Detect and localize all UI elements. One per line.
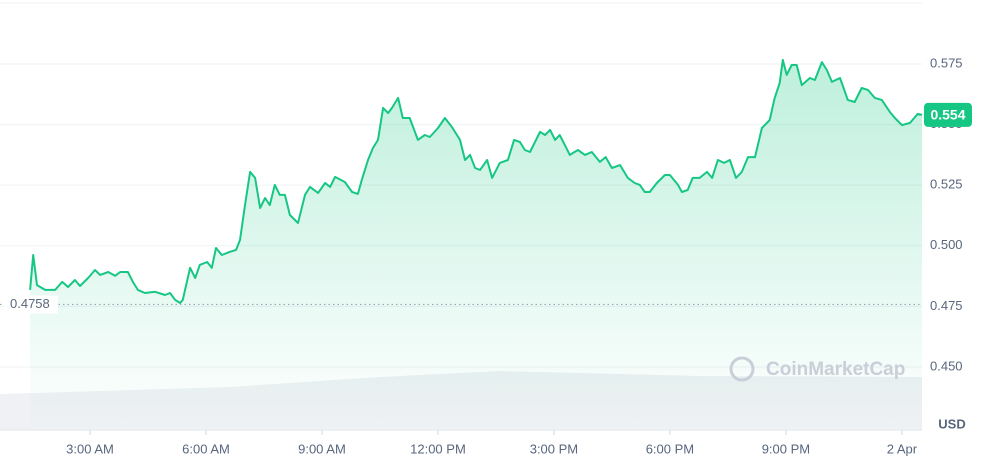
watermark-logo — [729, 356, 755, 382]
price-line — [29, 58, 923, 304]
area-fill — [30, 59, 923, 431]
x-tick-label: 3:00 AM — [66, 441, 114, 456]
baseline-label: 0.4758 — [10, 296, 50, 311]
y-tick-label: 0.525 — [930, 177, 963, 192]
x-tick-label: 9:00 PM — [762, 441, 810, 456]
y-tick-label: 0.575 — [930, 55, 963, 70]
x-tick-label: 6:00 PM — [646, 441, 694, 456]
y-tick-label: 0.500 — [930, 237, 963, 252]
x-tick-label: 3:00 PM — [530, 441, 578, 456]
y-tick-label: 0.450 — [930, 358, 963, 373]
x-tick-label: 6:00 AM — [182, 441, 230, 456]
x-tick-label: 2 Apr — [887, 441, 918, 456]
current-price-badge — [924, 102, 972, 127]
x-tick-label: 9:00 AM — [298, 441, 346, 456]
y-tick-label: 0.475 — [930, 298, 963, 313]
watermark: CoinMarketCap — [766, 359, 905, 380]
baseline-label-bg — [4, 295, 58, 314]
x-tick-label: 12:00 PM — [410, 441, 466, 456]
currency-label: USD — [938, 416, 965, 431]
current-price-label: 0.554 — [930, 107, 965, 123]
